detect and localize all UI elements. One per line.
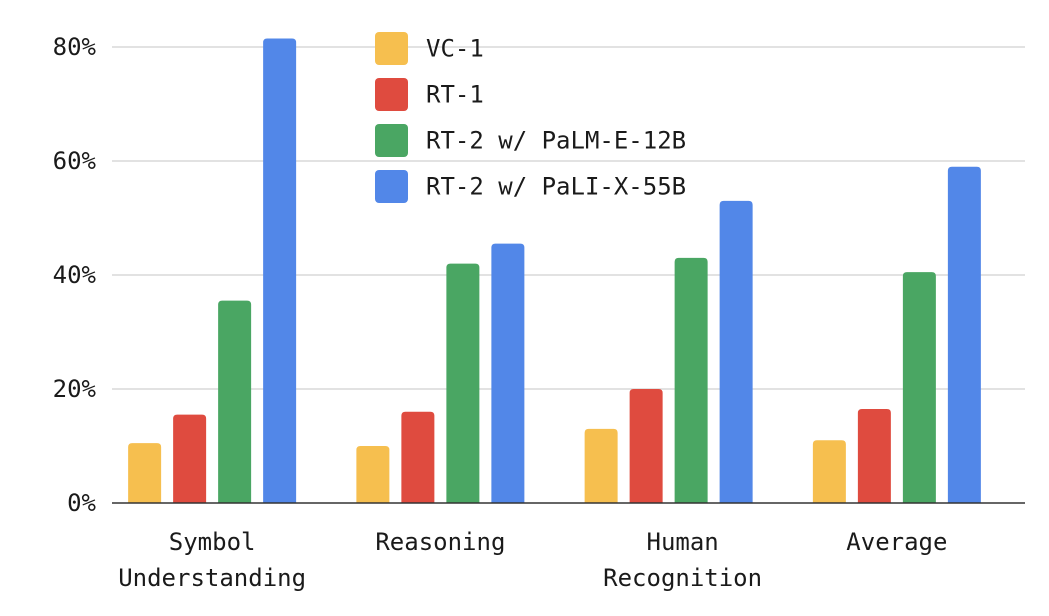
bar bbox=[584, 428, 618, 503]
bar bbox=[356, 446, 390, 503]
legend-label: RT-2 w/ PaLM-E-12B bbox=[426, 127, 686, 155]
legend: VC-1 RT-1 RT-2 w/ PaLM-E-12B RT-2 w/ PaLI-X… bbox=[375, 32, 686, 203]
legend-swatch bbox=[375, 124, 408, 157]
legend-label: VC-1 bbox=[426, 35, 484, 63]
y-tick-label: 20% bbox=[53, 375, 97, 403]
y-axis-ticks: 0% 20% 40% 60% 80% bbox=[53, 33, 97, 517]
x-category-label: Understanding bbox=[118, 564, 306, 592]
y-tick-label: 0% bbox=[67, 489, 96, 517]
legend-swatch bbox=[375, 170, 408, 203]
y-tick-label: 60% bbox=[53, 147, 97, 175]
legend-label: RT-1 bbox=[426, 81, 484, 109]
bar bbox=[719, 200, 753, 503]
bar bbox=[857, 408, 891, 503]
bar bbox=[128, 443, 162, 503]
x-category-label: Average bbox=[846, 528, 947, 556]
x-category-label: Human bbox=[647, 528, 719, 556]
x-axis-categories: Symbol Understanding Reasoning Human Recogni… bbox=[118, 528, 947, 592]
bars bbox=[128, 38, 981, 503]
y-tick-label: 80% bbox=[53, 33, 97, 61]
y-tick-label: 40% bbox=[53, 261, 97, 289]
bar bbox=[902, 272, 936, 503]
legend-label: RT-2 w/ PaLI-X-55B bbox=[426, 173, 686, 201]
bar bbox=[401, 411, 435, 503]
x-category-label: Symbol bbox=[169, 528, 256, 556]
x-category-label: Reasoning bbox=[375, 528, 505, 556]
bar bbox=[263, 38, 297, 503]
bar bbox=[173, 414, 207, 503]
legend-swatch bbox=[375, 78, 408, 111]
bar bbox=[218, 300, 252, 503]
bar bbox=[674, 257, 708, 503]
bar bbox=[947, 166, 981, 503]
bar bbox=[446, 263, 480, 503]
bar bbox=[491, 243, 525, 503]
legend-swatch bbox=[375, 32, 408, 65]
bar bbox=[629, 389, 663, 503]
x-category-label: Recognition bbox=[603, 564, 762, 592]
bar bbox=[812, 440, 846, 503]
